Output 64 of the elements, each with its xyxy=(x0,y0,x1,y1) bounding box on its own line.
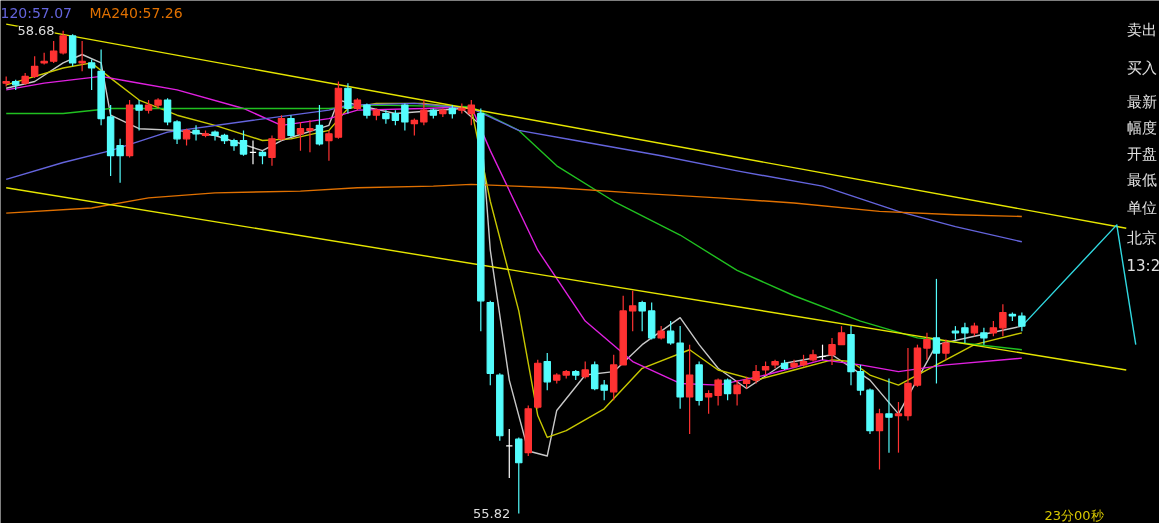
annotation: 最新 xyxy=(1126,92,1157,111)
candlestick xyxy=(723,377,732,401)
annotation: 55.82 xyxy=(473,505,511,521)
candlestick xyxy=(173,119,181,145)
candlestick xyxy=(666,320,675,346)
candlestick xyxy=(467,99,476,126)
candlestick xyxy=(315,104,324,147)
candlestick xyxy=(30,55,39,79)
candlestick xyxy=(685,344,694,435)
candlestick xyxy=(961,322,969,344)
annotation: 开盘 xyxy=(1126,144,1157,163)
candlestick xyxy=(515,436,523,514)
annotation: 单位 xyxy=(1126,198,1157,217)
candlestick xyxy=(837,325,846,346)
candlestick xyxy=(600,379,608,401)
candlestick xyxy=(733,379,741,406)
annotation: 买入 xyxy=(1126,58,1157,77)
annotation: 13:2 xyxy=(1126,256,1159,275)
candlestick xyxy=(59,30,67,56)
candlestick xyxy=(714,377,722,406)
annotation: 23分00秒 xyxy=(1044,507,1104,523)
candlestick xyxy=(192,124,200,142)
candlestick xyxy=(590,360,599,391)
candlestick xyxy=(638,300,646,332)
candlestick xyxy=(704,389,713,415)
candlestick xyxy=(932,278,941,385)
text: 120:57.07 xyxy=(0,4,73,21)
candlestick xyxy=(87,58,96,91)
candlestick xyxy=(828,337,836,366)
annotation: 卖出 xyxy=(1126,20,1157,39)
annotation: 北京 xyxy=(1126,228,1157,247)
candlestick xyxy=(1018,312,1026,332)
candlestick xyxy=(894,401,903,454)
candlestick xyxy=(306,119,314,153)
candlestick xyxy=(923,332,931,361)
candlestick xyxy=(287,114,295,138)
annotation: 58.68 xyxy=(17,23,55,39)
candlestick xyxy=(752,364,760,385)
candlestick xyxy=(325,129,333,162)
candlestick xyxy=(116,138,124,184)
annotation: 最低 xyxy=(1126,170,1157,189)
candlestick xyxy=(78,40,86,72)
candlestick xyxy=(628,290,637,332)
candlestick xyxy=(239,129,248,157)
candlestick xyxy=(382,109,390,125)
candlestick xyxy=(942,339,950,361)
candlestick xyxy=(296,121,305,152)
candlestick xyxy=(163,97,172,126)
candlestick xyxy=(875,408,884,471)
candlestick xyxy=(420,99,428,126)
candlestick xyxy=(344,82,352,115)
candlestick xyxy=(543,352,551,391)
candlestick xyxy=(885,377,893,454)
candlestick xyxy=(277,114,286,142)
candlestick xyxy=(401,102,409,132)
candlestick xyxy=(980,327,988,346)
candlestick xyxy=(856,364,865,396)
candlestick xyxy=(49,40,58,64)
candlestick xyxy=(999,303,1007,337)
annotation: 幅度 xyxy=(1126,118,1157,137)
candlestick xyxy=(135,99,143,132)
candlestick xyxy=(268,134,276,167)
text: MA240:57.26 xyxy=(89,4,183,21)
candlestick xyxy=(211,129,219,142)
